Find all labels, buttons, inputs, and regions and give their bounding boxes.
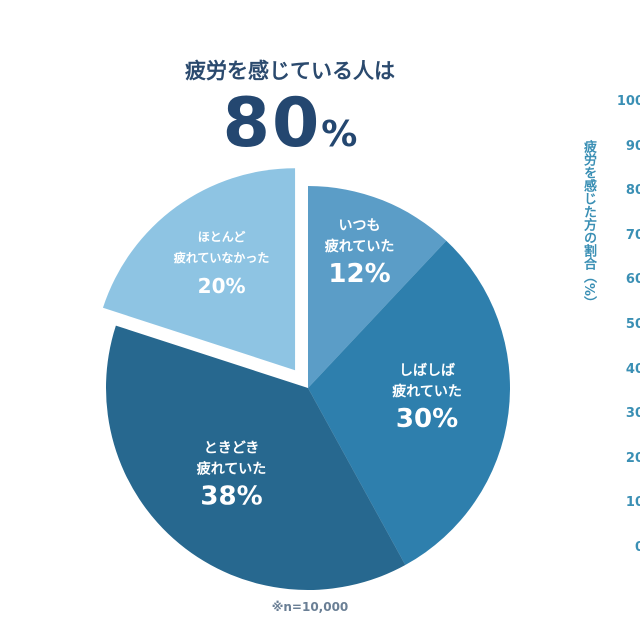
slice-line2: 疲れていた (392, 383, 462, 400)
headline-value: 80% (150, 84, 430, 163)
slice-label: 12% (328, 259, 390, 289)
chart-title: 疲労を感じている人は (185, 59, 395, 83)
headline-number: 80 (222, 84, 322, 163)
pie-slice-1 (308, 240, 511, 566)
pie-slice-2 (105, 325, 406, 591)
slice-label: 30% (396, 404, 458, 434)
side-axis-tick: 40 (625, 361, 640, 377)
side-axis-tick: 50 (625, 317, 640, 332)
slice-label: 20% (198, 274, 246, 298)
side-axis-tick: 100 (616, 94, 640, 109)
slice-line2: 疲れていなかった (174, 250, 270, 265)
side-axis-tick: 10 (625, 495, 640, 511)
side-axis-tick: 30 (625, 406, 640, 422)
slice-line2: 疲れていた (325, 238, 395, 255)
side-axis-tick: 80 (625, 183, 640, 199)
slice-line1: ほとんど (198, 230, 246, 244)
side-axis-tick: 20 (625, 450, 640, 466)
pie-slice-3 (102, 168, 296, 371)
side-axis-tick: 0 (634, 540, 640, 555)
slice-line1: いつも (339, 218, 381, 234)
side-axis-tick: 90 (625, 138, 640, 154)
slice-line1: ときどき (204, 440, 260, 456)
slice-label: 38% (200, 481, 262, 511)
slice-line1: しばしば (399, 363, 455, 379)
side-axis-tick: 60 (625, 272, 640, 288)
pie-slice-0 (308, 186, 447, 388)
sample-size-note: ※n=10,000 (271, 600, 349, 614)
side-axis-label: 疲労を感じた方の割合（%） (581, 140, 596, 310)
side-axis-tick: 70 (625, 227, 640, 243)
headline-unit: % (321, 114, 358, 155)
slice-line2: 疲れていた (197, 460, 267, 477)
